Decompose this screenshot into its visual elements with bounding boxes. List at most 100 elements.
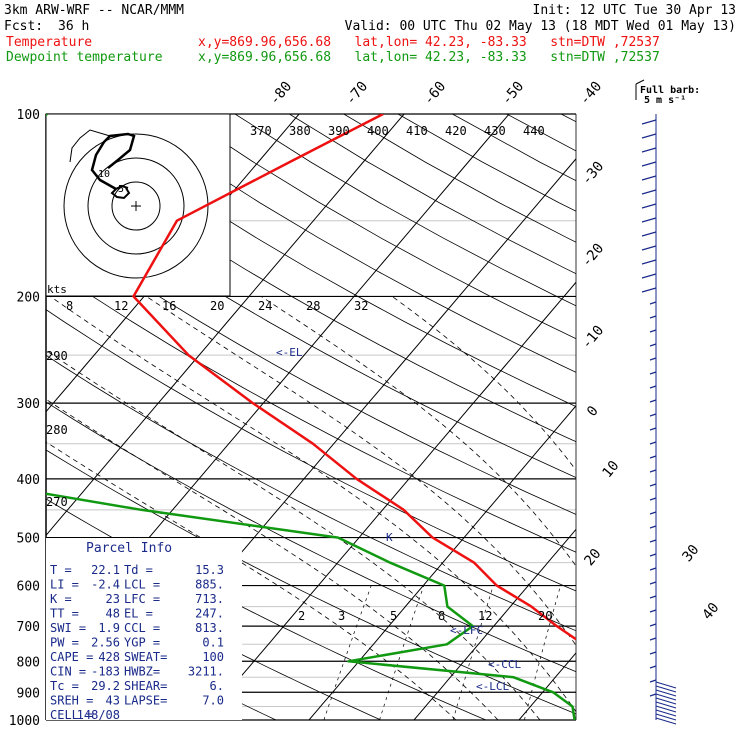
parcel-info-cell: 148/08 [77, 708, 120, 722]
pressure-tick-label: 700 [17, 620, 40, 635]
hodo-ring-label-5: 5 [118, 184, 124, 195]
hodo-speed-label: 28 [306, 299, 320, 313]
wind-barb [649, 609, 657, 613]
mixing-ratio-line [674, 586, 701, 720]
mixing-ratio-label: 2 [298, 609, 305, 623]
wind-barb [649, 679, 657, 683]
parcel-info-cell: 1.9 [98, 621, 120, 635]
parcel-info-cell: 48 [106, 607, 120, 621]
mixing-ratio-label: 20 [538, 609, 552, 623]
wind-barb [649, 301, 657, 305]
temperature-legend-label: Temperature [6, 35, 93, 50]
dry-adiabat [46, 449, 576, 715]
isotherm-line [308, 405, 576, 720]
wind-barb [649, 427, 657, 431]
dewpoint-curve [46, 114, 576, 720]
isotherm-label: 0 [584, 403, 602, 420]
parcel-info-cell: Tc = [50, 679, 79, 693]
hodograph-trace [110, 184, 131, 200]
hodo-speed-label: 16 [162, 299, 176, 313]
moist-adiabat [260, 296, 576, 567]
mixing-ratio-label: 12 [478, 609, 492, 623]
parcel-info-cell: 22.1 [91, 563, 120, 577]
barb-legend-line2: 5 m s⁻¹ [644, 95, 686, 106]
wind-barb [649, 357, 657, 361]
parcel-info-cell: LAPSE= [124, 694, 167, 708]
wind-barb [649, 441, 657, 445]
hodograph-inset: 10 5 kts [45, 113, 231, 297]
parcel-info-cell: T = [50, 563, 72, 577]
isotherm-label: -70 [343, 79, 372, 109]
pressure-tick-label: 800 [17, 655, 40, 670]
theta-label-left: 270 [46, 495, 68, 509]
wind-barb-low [655, 705, 677, 713]
wind-barb [649, 371, 657, 375]
el-marker: <-EL [276, 346, 303, 359]
parcel-info-cell: SWI = [50, 621, 86, 635]
isotherm-line [46, 114, 405, 537]
wind-barb [649, 525, 657, 529]
parcel-info-cell: 2.56 [91, 636, 120, 650]
wind-barb-low [655, 717, 677, 725]
parcel-info-cell: HWBZ= [124, 665, 160, 679]
pressure-tick-label: 600 [17, 580, 40, 595]
parcel-info-title: Parcel Info [86, 541, 172, 556]
isotherm-label: -80 [267, 79, 296, 109]
parcel-info-cell: 23 [106, 592, 120, 606]
hodo-speed-label: 32 [354, 299, 368, 313]
parcel-info-cell: 885. [195, 578, 224, 592]
wind-barb [649, 385, 657, 389]
isotherm-line [518, 652, 576, 720]
isotherm-label: -60 [421, 79, 450, 109]
wind-barb [649, 343, 657, 347]
wind-barb [649, 483, 657, 487]
mixing-ratio-line [323, 585, 372, 720]
wind-barb-low [655, 681, 677, 689]
init-time: Init: 12 UTC Tue 30 Apr 13 [532, 3, 737, 18]
wind-barb [641, 133, 657, 139]
mixing-ratio-line [589, 586, 622, 720]
temperature-legend-info: x,y=869.96,656.68 lat,lon= 42.23, -83.33… [198, 35, 660, 50]
wind-barb [641, 119, 657, 125]
parcel-info-cell: 0.1 [202, 636, 224, 650]
dry-adiabat [506, 114, 576, 152]
dry-adiabat [343, 114, 576, 243]
dry-adiabat [46, 354, 576, 632]
parcel-info-cell: TT = [50, 607, 79, 621]
parcel-info-cell: 43 [106, 694, 120, 708]
wind-barbs [641, 114, 677, 725]
isotherm-label: -20 [579, 241, 608, 271]
dry-adiabat [71, 114, 576, 407]
parcel-info-cell: 29.2 [91, 679, 120, 693]
hodo-ring-label-10: 10 [98, 169, 110, 180]
parcel-info-cell: YGP = [124, 636, 160, 650]
wind-barb [649, 329, 657, 333]
temperature-curve [132, 114, 576, 641]
isotherm-label: 10 [599, 458, 622, 481]
hodo-speed-label: 8 [66, 299, 73, 313]
isotherm-label: -10 [579, 323, 608, 353]
isotherm-label: -30 [579, 159, 608, 189]
dry-adiabat [46, 220, 576, 515]
parcel-info-cell: 15.3 [195, 563, 224, 577]
parcel-info-cell: CAPE = [50, 650, 93, 664]
parcel-info-cell: 7.0 [202, 694, 224, 708]
wind-barb-low [655, 689, 677, 697]
wind-barb [649, 511, 657, 515]
pressure-tick-label: 1000 [9, 714, 40, 729]
hodo-units-label: kts [47, 283, 67, 296]
parcel-info-cell: 813. [195, 621, 224, 635]
isotherm-line [46, 114, 300, 413]
wind-barb [641, 203, 657, 209]
parcel-info-cell: PW = [50, 636, 79, 650]
dewpoint-legend-label: Dewpoint temperature [6, 50, 163, 65]
moist-adiabat [46, 441, 457, 720]
wind-barb [649, 553, 657, 557]
wind-barb [649, 469, 657, 473]
wind-barb [641, 189, 657, 195]
dry-adiabat [126, 114, 576, 373]
parcel-info-cell: -183 [91, 665, 120, 679]
parcel-info-cell: 713. [195, 592, 224, 606]
dry-adiabat [46, 401, 576, 673]
pressure-tick-label: 400 [17, 473, 40, 488]
